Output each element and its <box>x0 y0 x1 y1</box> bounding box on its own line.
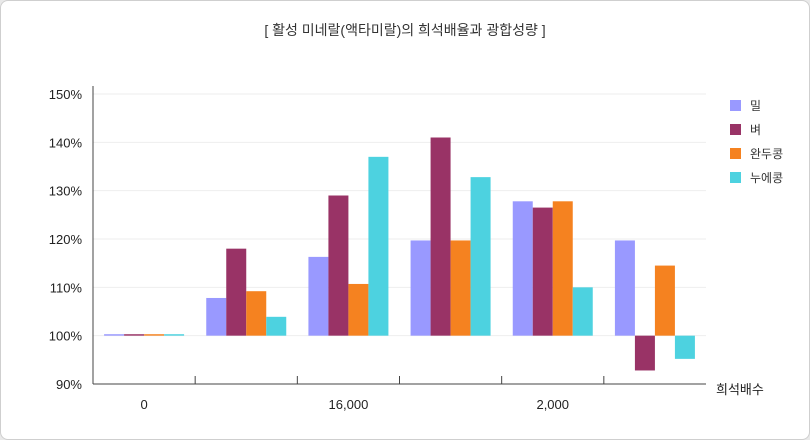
x-tick-label: 2,000 <box>536 397 569 412</box>
bar <box>328 195 349 336</box>
legend-item: 완두콩 <box>730 141 783 165</box>
chart-title: [ 활성 미네랄(액타미랄)의 희석배율과 광합성량 ] <box>264 22 546 38</box>
bar <box>226 248 247 336</box>
x-tick-label: 0 <box>140 397 147 412</box>
legend-label: 누에콩 <box>750 170 784 185</box>
bar <box>144 334 165 336</box>
bar <box>654 265 675 336</box>
bar <box>532 207 553 336</box>
legend-swatch <box>730 171 741 183</box>
legend-item: 벼 <box>730 117 783 141</box>
bar <box>104 334 125 336</box>
bar <box>450 240 471 336</box>
bar <box>266 316 287 336</box>
legend-swatch <box>730 147 741 159</box>
y-tick-label: 90% <box>56 377 82 392</box>
bar <box>674 335 695 359</box>
bar <box>308 256 329 336</box>
y-tick-label: 120% <box>49 232 83 247</box>
legend-item: 누에콩 <box>730 165 783 189</box>
bar <box>206 297 227 336</box>
bar <box>470 177 491 336</box>
y-tick-label: 150% <box>49 87 83 102</box>
y-tick-label: 140% <box>49 135 83 150</box>
x-tick-label: 16,000 <box>329 397 369 412</box>
bar <box>512 201 533 336</box>
bar <box>124 334 145 336</box>
bar <box>552 201 573 336</box>
y-tick-label: 110% <box>50 280 83 295</box>
bar <box>246 291 267 336</box>
legend: 밀 벼 완두콩 누에콩 <box>730 93 783 189</box>
x-axis-label: 희석배수 <box>716 382 764 397</box>
bar <box>572 287 593 336</box>
legend-item: 밀 <box>730 93 783 117</box>
bar <box>634 335 655 371</box>
bar <box>430 137 451 336</box>
y-tick-label: 100% <box>49 329 83 344</box>
legend-label: 벼 <box>750 122 762 137</box>
bar <box>410 240 431 336</box>
bar <box>368 156 389 336</box>
legend-swatch <box>730 123 741 135</box>
legend-swatch <box>730 99 741 111</box>
bar <box>164 334 185 336</box>
y-tick-label: 130% <box>49 184 83 199</box>
bar <box>348 283 369 336</box>
legend-label: 밀 <box>750 98 762 113</box>
legend-label: 완두콩 <box>750 146 784 161</box>
bar <box>614 240 635 336</box>
